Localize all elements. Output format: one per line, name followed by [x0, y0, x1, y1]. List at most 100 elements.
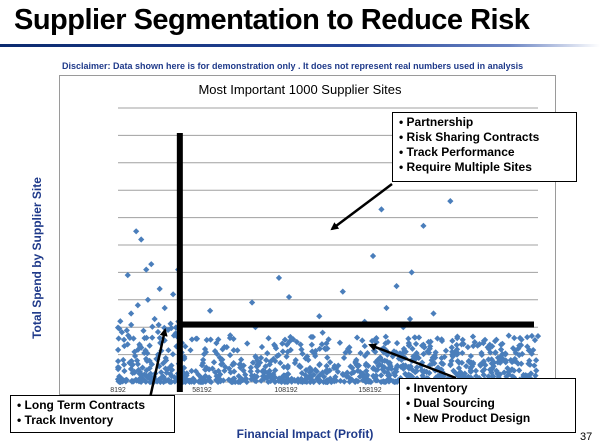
- callout-item: Track Inventory: [17, 413, 168, 428]
- data-point: [339, 288, 346, 295]
- data-point: [484, 344, 491, 351]
- data-point: [364, 371, 371, 379]
- data-point: [120, 356, 127, 364]
- data-point: [287, 333, 294, 341]
- data-point: [316, 313, 323, 320]
- data-point: [117, 318, 124, 325]
- data-point: [494, 354, 502, 361]
- data-point: [291, 359, 299, 367]
- data-point: [115, 358, 122, 365]
- callout-strategic: Partnership Risk Sharing Contracts Track…: [392, 112, 577, 182]
- data-point: [120, 361, 128, 368]
- data-point: [336, 339, 344, 346]
- data-point: [141, 371, 148, 378]
- data-point: [156, 285, 163, 292]
- callout-item: Require Multiple Sites: [399, 160, 570, 175]
- data-point: [148, 261, 155, 268]
- data-point: [270, 371, 277, 378]
- data-point: [512, 349, 519, 357]
- data-point: [393, 363, 400, 371]
- data-point: [379, 362, 386, 370]
- data-point: [337, 377, 344, 385]
- data-point: [344, 369, 351, 376]
- data-point: [470, 342, 477, 350]
- data-point: [412, 368, 419, 376]
- data-point: [308, 367, 315, 374]
- data-point: [369, 252, 377, 260]
- data-point: [370, 372, 377, 379]
- data-point: [378, 206, 385, 213]
- data-point: [459, 349, 466, 357]
- data-point: [257, 354, 265, 362]
- data-point: [238, 356, 245, 363]
- data-point: [354, 367, 361, 374]
- data-point: [219, 360, 226, 367]
- data-point: [303, 378, 310, 385]
- data-point: [230, 347, 237, 354]
- data-point: [496, 371, 504, 378]
- data-point: [438, 336, 445, 343]
- data-point: [277, 359, 284, 367]
- data-point: [160, 374, 167, 381]
- data-point: [406, 342, 413, 349]
- data-point: [472, 367, 480, 374]
- data-point: [149, 323, 156, 330]
- data-point: [438, 354, 445, 362]
- data-point: [295, 377, 302, 385]
- data-point: [426, 345, 433, 352]
- data-point: [502, 351, 509, 358]
- data-point: [439, 360, 447, 368]
- data-point: [459, 336, 466, 343]
- data-point: [128, 310, 135, 317]
- data-point: [160, 378, 167, 386]
- data-point: [458, 359, 466, 366]
- callout-item: Long Term Contracts: [17, 398, 168, 413]
- data-point: [352, 358, 359, 365]
- data-point: [263, 373, 271, 380]
- data-point: [479, 368, 486, 375]
- data-point: [187, 347, 194, 354]
- data-point: [323, 362, 330, 370]
- data-point: [281, 336, 289, 343]
- data-point: [465, 358, 472, 365]
- data-point: [195, 371, 202, 378]
- callout-item: Risk Sharing Contracts: [399, 130, 570, 145]
- data-point: [500, 356, 507, 363]
- data-point: [192, 335, 200, 342]
- callout-item: Dual Sourcing: [406, 396, 569, 411]
- data-point: [282, 373, 290, 380]
- data-point: [128, 321, 135, 329]
- x-tick-label: 158192: [358, 387, 381, 394]
- data-point: [449, 353, 456, 360]
- data-point: [299, 350, 306, 357]
- data-point: [359, 337, 366, 344]
- data-point: [263, 356, 270, 364]
- data-point: [226, 352, 234, 359]
- data-point: [412, 340, 420, 348]
- data-point: [284, 378, 291, 385]
- data-point: [312, 352, 319, 360]
- data-point: [531, 337, 539, 344]
- data-point: [408, 269, 415, 276]
- data-point: [146, 357, 153, 364]
- data-point: [534, 332, 542, 340]
- data-point: [125, 332, 132, 339]
- data-point: [297, 341, 304, 348]
- data-point: [505, 332, 512, 339]
- data-point: [258, 343, 266, 351]
- data-point: [413, 350, 420, 357]
- data-point: [493, 336, 500, 343]
- data-point: [346, 378, 353, 385]
- data-point: [348, 370, 355, 377]
- x-tick-label: 58192: [192, 387, 212, 394]
- data-point: [252, 353, 259, 360]
- data-point: [312, 347, 319, 355]
- data-point: [454, 349, 461, 357]
- data-point: [231, 375, 238, 382]
- data-point: [355, 362, 362, 369]
- data-point: [420, 341, 427, 348]
- callout-arrow: [368, 343, 457, 380]
- data-point: [448, 344, 455, 351]
- data-point: [449, 337, 456, 344]
- data-point: [425, 349, 433, 356]
